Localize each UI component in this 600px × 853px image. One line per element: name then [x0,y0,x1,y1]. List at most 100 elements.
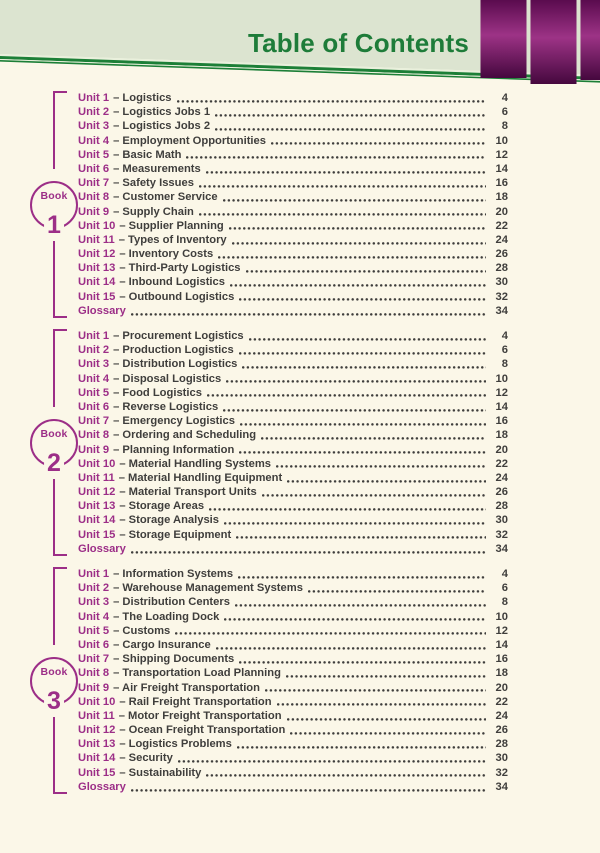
unit-title: – Sustainability [119,766,202,779]
page-number: 32 [495,528,508,541]
toc-entry: Unit 2 – Production Logistics 6 [78,343,508,357]
book-badge: Book 3 [30,656,78,713]
header-green-rule-thick [0,56,600,80]
book-badge-word: Book [40,189,68,202]
dot-leader [276,465,486,469]
toc-entry: Unit 1 – Procurement Logistics 4 [78,329,508,343]
dot-leader [234,604,486,608]
decor-purple-bars-icon [480,0,600,84]
toc-entry: Glossary 34 [78,304,508,318]
page-number: 22 [495,457,508,470]
unit-title: – Logistics Jobs 2 [113,120,211,133]
page-number: 34 [495,780,508,793]
unit-title: – Reverse Logistics [113,400,219,413]
unit-label: Unit 2 [78,344,110,357]
dot-leader [245,269,486,273]
unit-label: Unit 7 [78,415,110,428]
book-badge-word: Book [40,665,68,678]
unit-label: Unit 11 [78,709,115,722]
dot-leader [276,703,486,707]
page-number: 24 [495,233,508,246]
toc-entry: Unit 9 – Supply Chain 20 [78,205,508,219]
toc-entry: Unit 14 – Storage Analysis 30 [78,513,508,527]
toc-entry: Unit 5 – Customs 12 [78,624,508,638]
book-section: Book 1 Unit 1 – Logistics 4 Unit 2 – Log… [0,91,600,318]
unit-label: Unit 2 [78,106,110,119]
toc-entry: Unit 7 – Safety Issues 16 [78,176,508,190]
unit-title: – Production Logistics [113,344,234,357]
unit-label: Unit 8 [78,667,110,680]
page-number: 8 [501,120,508,133]
page-number: 6 [501,582,508,595]
unit-title: – Inventory Costs [119,248,214,261]
unit-title: – Planning Information [113,443,235,456]
book-badge: Book 2 [30,418,78,475]
page-number: 12 [495,624,508,637]
toc-entry: Unit 15 – Outbound Logistics 32 [78,290,508,304]
dot-leader [236,536,486,540]
page-number: 32 [495,766,508,779]
page-number: 18 [495,191,508,204]
page-number: 14 [495,162,508,175]
unit-label: Unit 9 [78,443,110,456]
toc-entry: Unit 5 – Basic Math 12 [78,148,508,162]
dot-leader [290,731,486,735]
page-number: 4 [501,568,508,580]
toc-entry: Unit 11 – Types of Inventory 24 [78,233,508,247]
toc-entry: Unit 4 – Employment Opportunities 10 [78,134,508,148]
toc-entry: Unit 5 – Food Logistics 12 [78,386,508,400]
unit-label: Unit 3 [78,120,110,133]
unit-label: Unit 4 [78,372,110,385]
unit-title: – Supply Chain [113,205,194,218]
bracket-line-top [53,329,55,407]
unit-title: – Outbound Logistics [119,290,235,303]
toc-entry: Unit 2 – Logistics Jobs 1 6 [78,105,508,119]
page-number: 28 [495,500,508,513]
toc-entry: Unit 14 – Security 30 [78,751,508,765]
unit-label: Unit 15 [78,766,116,779]
toc-entry: Unit 8 – Customer Service 18 [78,190,508,204]
unit-label: Unit 14 [78,752,116,765]
book-badge-number: 2 [44,450,64,475]
unit-title: – Air Freight Transportation [113,681,260,694]
bracket-line-bottom [53,240,55,318]
dot-leader [215,113,486,117]
page-number: 20 [495,205,508,218]
toc-entry: Unit 2 – Warehouse Management Systems 6 [78,581,508,595]
unit-label: Unit 1 [78,330,110,342]
unit-title: – Warehouse Management Systems [113,582,303,595]
bracket-tick-top [53,91,67,93]
toc-sections: Book 1 Unit 1 – Logistics 4 Unit 2 – Log… [0,91,600,805]
unit-title: – Emergency Logistics [113,415,235,428]
unit-title: – Shipping Documents [113,653,235,666]
unit-label: Unit 4 [78,134,110,147]
toc-entry: Unit 13 – Third-Party Logistics 28 [78,261,508,275]
unit-label: Unit 15 [78,290,116,303]
unit-label: Unit 4 [78,610,110,623]
dot-leader [286,717,486,721]
dot-leader [242,366,486,370]
unit-label: Unit 13 [78,262,116,275]
page-number: 20 [495,681,508,694]
unit-label: Unit 12 [78,248,116,261]
page-number: 24 [495,471,508,484]
unit-title: – The Loading Dock [113,610,220,623]
unit-title: – Rail Freight Transportation [119,695,272,708]
dot-leader [307,589,486,593]
toc-entry: Unit 12 – Material Transport Units 26 [78,485,508,499]
unit-title: – Procurement Logistics [113,330,244,342]
unit-title: – Storage Equipment [119,528,232,541]
dot-leader [287,479,486,483]
header-green-rule-gap [0,59,600,81]
page-number: 30 [495,752,508,765]
header-band [0,0,600,84]
toc-entry: Glossary 34 [78,780,508,794]
dot-leader [224,618,486,622]
dot-leader [261,493,486,497]
unit-label: Glossary [78,304,126,317]
unit-label: Unit 6 [78,638,110,651]
page-number: 14 [495,638,508,651]
page-number: 4 [501,92,508,104]
page-number: 8 [501,358,508,371]
page-number: 28 [495,738,508,751]
